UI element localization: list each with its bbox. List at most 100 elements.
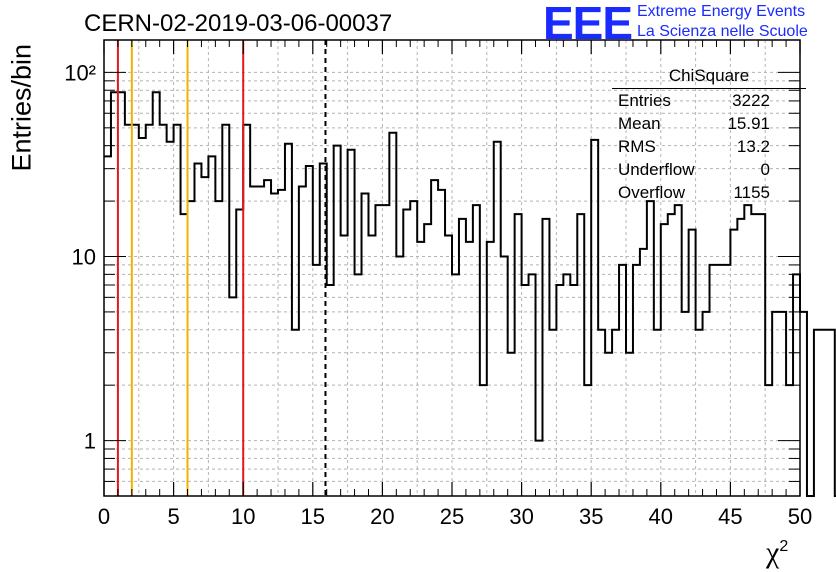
x-tick-label: 45 xyxy=(718,504,742,529)
histogram-bin xyxy=(494,142,501,496)
stats-box: ChiSquare Entries 3222 Mean 15.91 RMS 13.2 … xyxy=(612,66,806,204)
histogram-bin xyxy=(389,133,396,496)
histogram-bin xyxy=(675,205,682,496)
histogram-bin xyxy=(160,125,167,496)
histogram-bin xyxy=(647,201,654,496)
stats-value: 1155 xyxy=(733,183,770,202)
histogram-bin xyxy=(668,214,675,496)
logo-tagline-1: Extreme Energy Events xyxy=(637,3,806,20)
histogram-bin xyxy=(139,138,146,496)
histogram-bin xyxy=(696,330,703,496)
x-tick-label: 20 xyxy=(370,504,394,529)
x-tick-label: 35 xyxy=(579,504,603,529)
histogram-bin xyxy=(382,205,389,496)
y-tick-label: 10 xyxy=(72,245,96,270)
x-tick-label: 15 xyxy=(301,504,325,529)
histogram-bin xyxy=(194,164,201,496)
histogram-bin xyxy=(508,353,515,496)
x-tick-label: 5 xyxy=(167,504,179,529)
y-tick-label: 1 xyxy=(84,429,96,454)
histogram-bin xyxy=(821,330,828,496)
histogram-bin xyxy=(445,236,452,496)
y-tick-label: 10² xyxy=(64,60,96,85)
x-tick-label: 25 xyxy=(440,504,464,529)
x-tick-label: 40 xyxy=(649,504,673,529)
histogram-bin xyxy=(703,312,710,496)
histogram-bin xyxy=(626,353,633,496)
histogram-bin xyxy=(292,330,299,496)
histogram-bin xyxy=(716,265,723,496)
stats-row-mean: Mean 15.91 xyxy=(612,112,806,135)
histogram-bin xyxy=(723,265,730,496)
histogram-bin xyxy=(710,265,717,496)
histogram-bin xyxy=(737,219,744,496)
histogram-bin xyxy=(368,236,375,496)
histogram-bin xyxy=(689,230,696,496)
histogram-bin xyxy=(396,257,403,496)
stats-label: Underflow xyxy=(618,160,695,179)
histogram-bin xyxy=(327,285,334,496)
histogram-bin xyxy=(779,312,786,496)
histogram-bin xyxy=(800,312,807,496)
y-axis-label: Entries/bin xyxy=(6,43,37,172)
histogram-bin xyxy=(118,92,125,496)
histogram-bin xyxy=(515,214,522,496)
stats-label: Overflow xyxy=(618,183,686,202)
histogram-bin xyxy=(215,201,222,496)
histogram-bin xyxy=(452,274,459,496)
histogram-bin xyxy=(285,144,292,496)
stats-label: RMS xyxy=(618,137,656,156)
histogram-bin xyxy=(222,125,229,496)
stats-value: 0 xyxy=(760,160,770,179)
histogram-bin xyxy=(633,265,640,496)
histogram-bin xyxy=(501,257,508,496)
histogram-bin xyxy=(208,156,215,496)
stats-label: Entries xyxy=(618,91,671,110)
x-axis-label: χ2 xyxy=(766,536,788,570)
histogram-bin xyxy=(341,236,348,496)
histogram-bin xyxy=(201,177,208,496)
histogram-bin xyxy=(243,125,250,496)
axis-ticks: 0 5 10 15 20 25 30 35 40 45 50 1 10 10² xyxy=(64,40,812,529)
stats-value: 15.91 xyxy=(727,114,770,133)
histogram-bin xyxy=(132,125,139,496)
histogram-bin xyxy=(758,214,765,496)
histogram-bin xyxy=(536,441,543,496)
histogram-bin xyxy=(188,201,195,496)
histogram-bin xyxy=(111,92,118,496)
run-title: CERN-02-2019-03-06-00037 xyxy=(84,10,393,37)
histogram-bin xyxy=(167,142,174,496)
histogram-bin xyxy=(348,150,355,496)
histogram-bin xyxy=(654,330,661,496)
histogram-bin xyxy=(556,285,563,496)
histogram-bin xyxy=(334,146,341,496)
stats-label: Mean xyxy=(618,114,661,133)
histogram-bin xyxy=(542,219,549,496)
histogram-bin xyxy=(375,205,382,496)
histogram-bin xyxy=(730,230,737,496)
histogram-bin xyxy=(271,193,278,496)
histogram-bin xyxy=(549,330,556,496)
histogram-bin xyxy=(153,92,160,496)
logo-tagline-2: La Scienza nelle Scuole xyxy=(637,23,808,40)
x-axis-label-superscript: 2 xyxy=(779,538,789,555)
histogram-bin xyxy=(814,330,821,496)
histogram-bin xyxy=(487,242,494,496)
stats-row-overflow: Overflow 1155 xyxy=(612,181,806,204)
histogram-bin xyxy=(438,190,445,496)
stats-value: 13.2 xyxy=(736,137,770,156)
histogram-bin xyxy=(570,285,577,496)
histogram-bin xyxy=(772,312,779,496)
histogram-bin xyxy=(181,214,188,496)
histogram-bin xyxy=(306,166,313,496)
histogram-bin xyxy=(661,224,668,496)
histogram-bin xyxy=(459,219,466,496)
histogram-bin xyxy=(577,214,584,496)
histogram-bin xyxy=(104,156,111,496)
histogram-bin xyxy=(619,265,626,496)
histogram-bin xyxy=(362,193,369,496)
histogram-bin xyxy=(174,125,181,496)
histogram-bin xyxy=(744,205,751,496)
stats-row-rms: RMS 13.2 xyxy=(612,135,806,158)
